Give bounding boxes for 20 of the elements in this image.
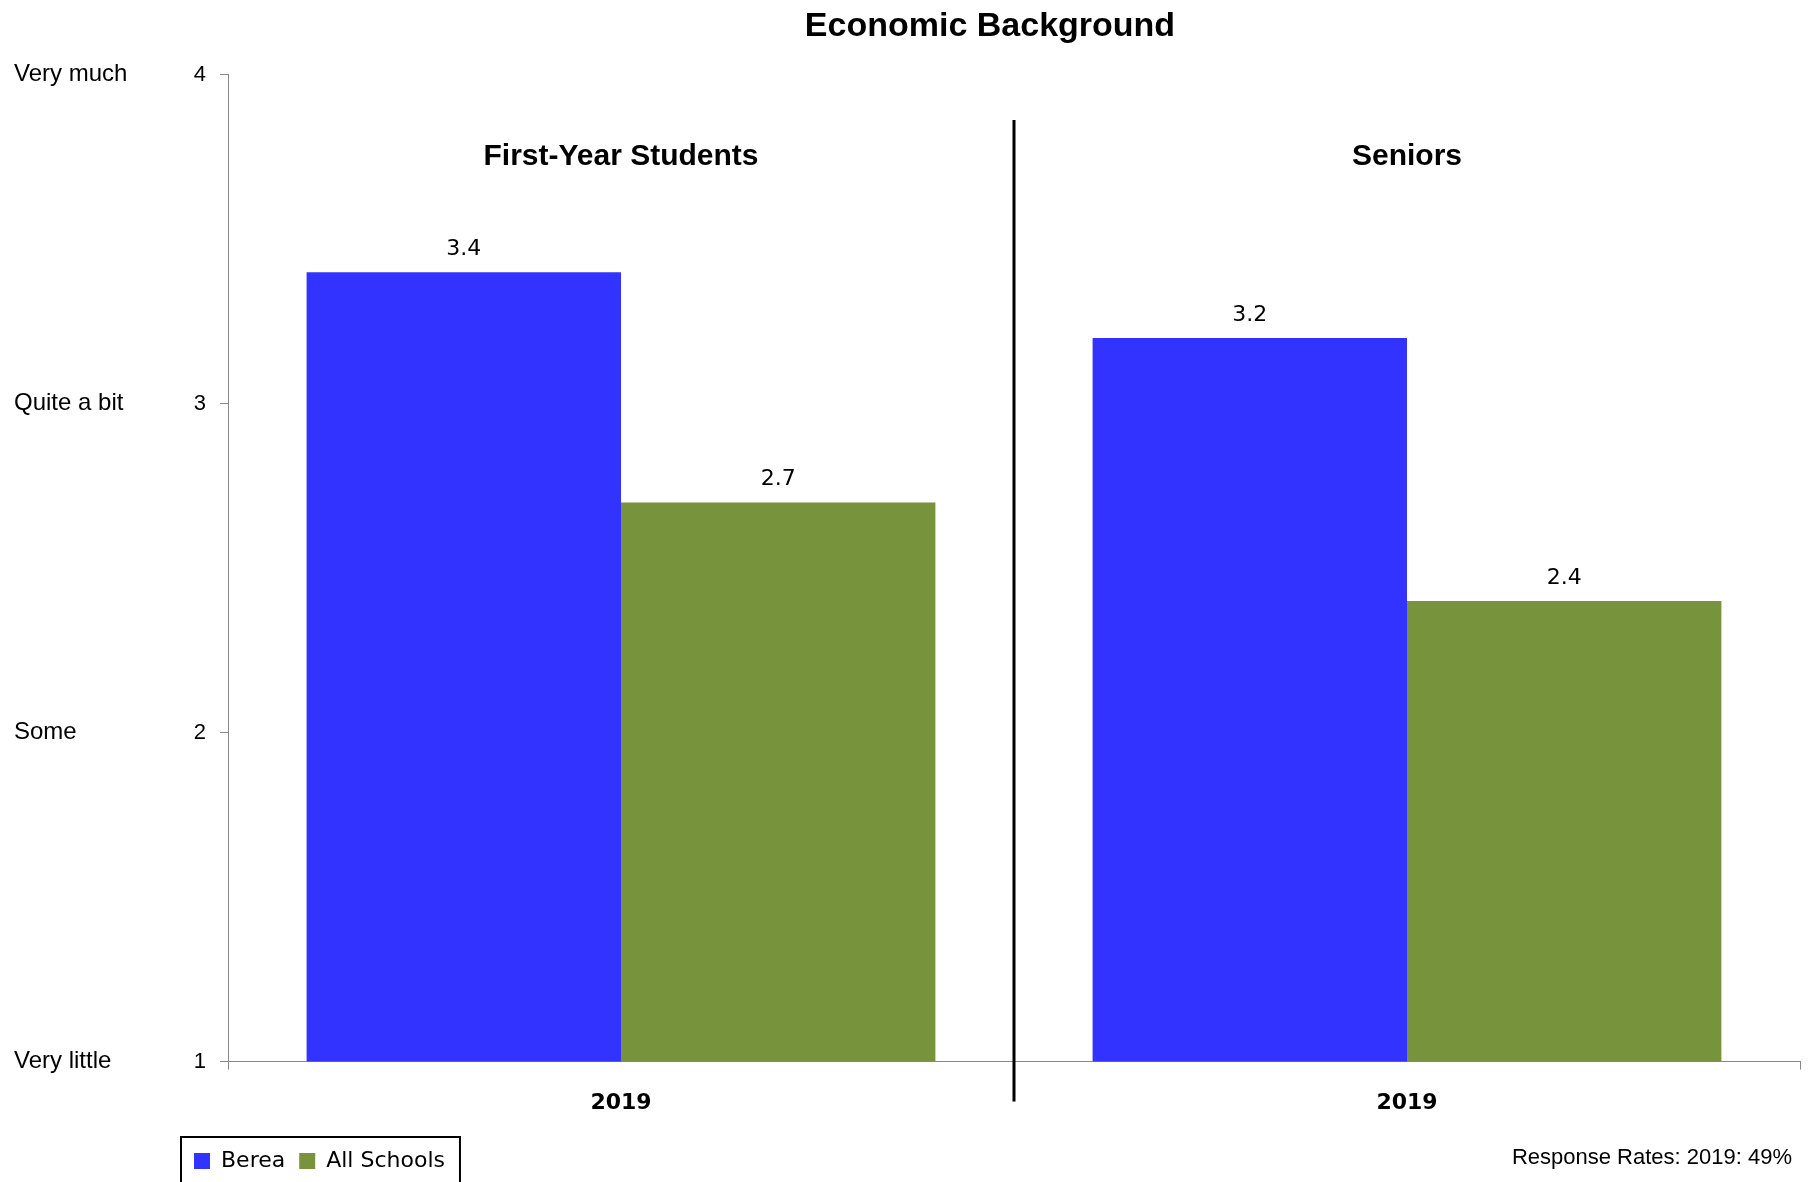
data-label: 3.2	[1232, 300, 1268, 326]
data-label: 3.4	[446, 234, 482, 260]
y-tick-label: 4	[193, 60, 206, 86]
y-tick-label: 3	[193, 389, 206, 415]
text: Response Rates: 2019: 49%	[1511, 1144, 1792, 1170]
x-tick-label: 2019	[590, 1088, 652, 1114]
text: Quite a bit	[14, 388, 124, 416]
y-tick-label: 2	[193, 718, 206, 744]
data-label: 2.7	[760, 465, 796, 491]
annotation: Seniors	[1351, 138, 1463, 172]
x-tick-label: 2019	[1376, 1088, 1438, 1114]
annotation: First-Year Students	[483, 138, 759, 172]
text: Some	[14, 717, 77, 745]
data-label: 2.4	[1546, 563, 1582, 589]
y-tick-label: 1	[193, 1047, 206, 1073]
legend-label: All Schools	[326, 1146, 445, 1172]
chart-title: Economic Background	[804, 4, 1176, 43]
legend-label: Berea	[221, 1146, 286, 1172]
text: Very little	[14, 1046, 112, 1074]
text: Very much	[14, 59, 128, 87]
